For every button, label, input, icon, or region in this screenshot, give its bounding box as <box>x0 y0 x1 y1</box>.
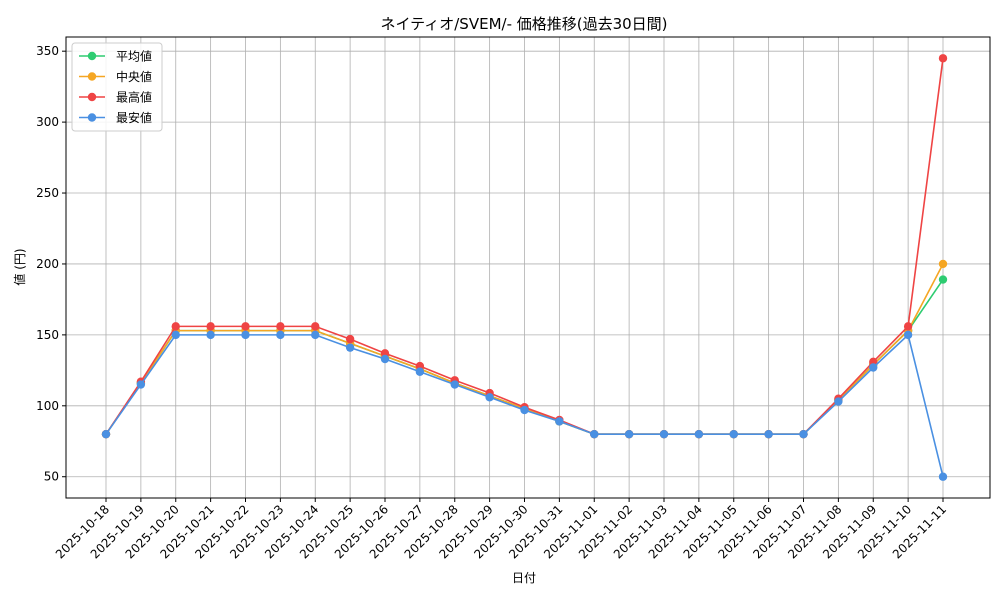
data-point <box>555 417 564 426</box>
legend-item: 中央値 <box>79 69 152 84</box>
data-point <box>869 363 878 372</box>
legend-label: 平均値 <box>116 49 152 64</box>
data-point <box>590 429 599 439</box>
data-point <box>241 330 250 340</box>
legend-label: 最安値 <box>116 110 152 125</box>
y-tick-label: 200 <box>36 257 59 271</box>
legend-swatch-marker <box>87 113 97 122</box>
y-tick-label: 350 <box>36 44 59 58</box>
x-axis-title: 日付 <box>512 571 536 585</box>
data-point <box>938 54 948 63</box>
data-point <box>311 330 320 340</box>
legend-swatch-marker <box>87 92 97 102</box>
data-point <box>938 275 948 284</box>
x-axis-ticks: 2025-10-182025-10-192025-10-202025-10-21… <box>53 498 949 561</box>
data-point <box>345 343 355 352</box>
legend-box <box>71 42 163 132</box>
y-tick-label: 50 <box>44 470 59 484</box>
data-point <box>345 334 355 344</box>
data-point <box>171 330 180 340</box>
legend-swatch-marker <box>87 51 97 61</box>
data-point <box>415 367 425 376</box>
data-point <box>136 380 146 389</box>
chart-title: ネイティオ/SVEM/- 価格推移(過去30日間) <box>380 15 667 33</box>
y-tick-label: 300 <box>36 115 59 129</box>
legend-item: 最高値 <box>79 90 152 105</box>
legend-label: 最高値 <box>116 90 152 105</box>
data-point <box>799 429 808 439</box>
data-point <box>276 330 285 340</box>
data-point <box>729 429 738 439</box>
data-point <box>938 259 948 269</box>
data-point <box>938 472 948 481</box>
data-point <box>903 330 913 340</box>
y-axis-title: 値 (円) <box>12 248 27 285</box>
data-point <box>206 330 215 340</box>
data-point <box>485 393 494 402</box>
series-3 <box>101 330 948 481</box>
data-point <box>694 429 704 439</box>
data-point <box>171 322 180 331</box>
data-point <box>311 322 320 331</box>
y-axis-ticks: 50 100 150 200 250 300 350 <box>36 44 66 484</box>
data-point <box>241 322 250 331</box>
series-lines <box>101 54 948 481</box>
y-tick-label: 100 <box>36 399 59 413</box>
data-point <box>206 322 215 331</box>
data-point <box>520 405 529 415</box>
data-point <box>380 354 390 364</box>
data-point <box>624 429 634 439</box>
legend-label: 中央値 <box>116 69 152 84</box>
data-point <box>834 397 843 406</box>
data-point <box>903 322 913 331</box>
data-point <box>276 322 285 331</box>
y-tick-label: 150 <box>36 328 59 342</box>
data-point <box>764 429 773 439</box>
legend-item: 最安値 <box>79 110 152 125</box>
plot-area <box>65 36 991 499</box>
data-point <box>450 380 459 389</box>
legend-swatch-marker <box>87 72 97 81</box>
y-tick-label: 250 <box>36 186 59 200</box>
legend-item: 平均値 <box>79 49 152 64</box>
grid-lines <box>66 37 990 498</box>
data-point <box>101 429 111 439</box>
data-point <box>659 429 669 439</box>
